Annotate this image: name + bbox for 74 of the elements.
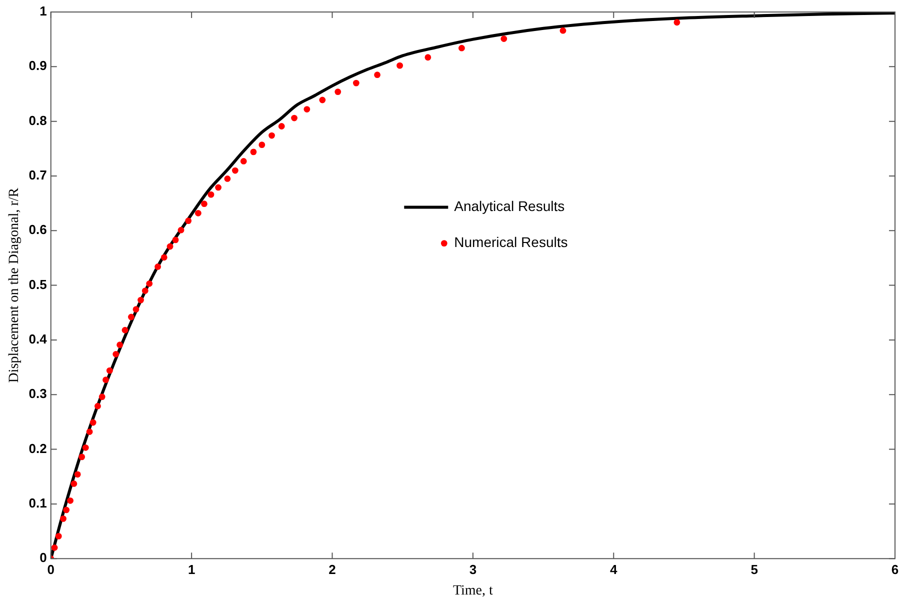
point [60,516,66,522]
point [116,342,124,348]
point [86,428,93,435]
point [138,296,144,304]
y-tick-label: 0.1 [28,496,47,511]
point [154,264,161,270]
point [352,80,360,86]
point [74,471,81,478]
point [500,36,508,42]
point [78,454,86,460]
point [560,27,566,34]
point [291,114,298,122]
y-tick-label: 0.2 [28,440,47,456]
point [160,254,168,261]
point [128,314,134,320]
point [319,96,326,104]
y-tick-label: 0 [40,550,47,566]
point [674,19,680,26]
point [70,480,78,487]
point [304,106,310,112]
point [122,326,128,334]
point [232,167,238,174]
x-tick-label: 3 [469,562,477,577]
point [185,218,192,224]
y-tick-label: 0.9 [28,58,47,74]
point [90,419,96,426]
point [102,376,109,384]
x-tick-label: 1 [188,562,196,577]
y-tick-label: 1 [40,4,47,19]
line-series [50,12,895,559]
point [55,532,62,540]
point [106,367,113,374]
point [258,142,266,148]
y-tick-label: 0.8 [28,112,47,128]
point [63,506,70,514]
y-tick-label: 0.3 [28,386,47,402]
legend-label: Analytical Results [454,198,565,214]
point [208,191,214,198]
point [278,123,285,130]
point [458,44,465,52]
x-axis-title: Time, t [452,583,494,598]
point [268,132,275,139]
point [132,306,140,313]
point [146,280,153,287]
x-tick-label: 4 [610,562,618,577]
x-tick-label: 2 [328,562,336,577]
point [224,176,231,182]
point [166,243,174,250]
point [194,210,202,216]
point [172,236,179,244]
point [112,350,120,358]
y-tick-label: 0.5 [28,276,47,292]
y-tick-label: 0.4 [28,332,48,347]
point [334,88,342,96]
y-tick-label: 0.6 [28,222,47,238]
point [201,200,208,208]
point [142,288,148,294]
point [215,184,222,191]
point [94,402,101,410]
point [240,158,247,164]
x-tick-label: 5 [750,562,758,577]
point [67,497,74,504]
y-axis-title: Displacement on the Diagonal, r/R [7,187,22,383]
point [374,72,380,78]
point [424,54,432,61]
point [82,444,89,451]
point [250,148,257,156]
point [178,226,184,234]
y-tick-label: 0.7 [28,168,47,183]
legend-label: Numerical Results [454,234,568,250]
point [98,394,106,400]
point [396,62,403,69]
x-tick-label: 6 [891,562,899,577]
point [51,544,58,551]
